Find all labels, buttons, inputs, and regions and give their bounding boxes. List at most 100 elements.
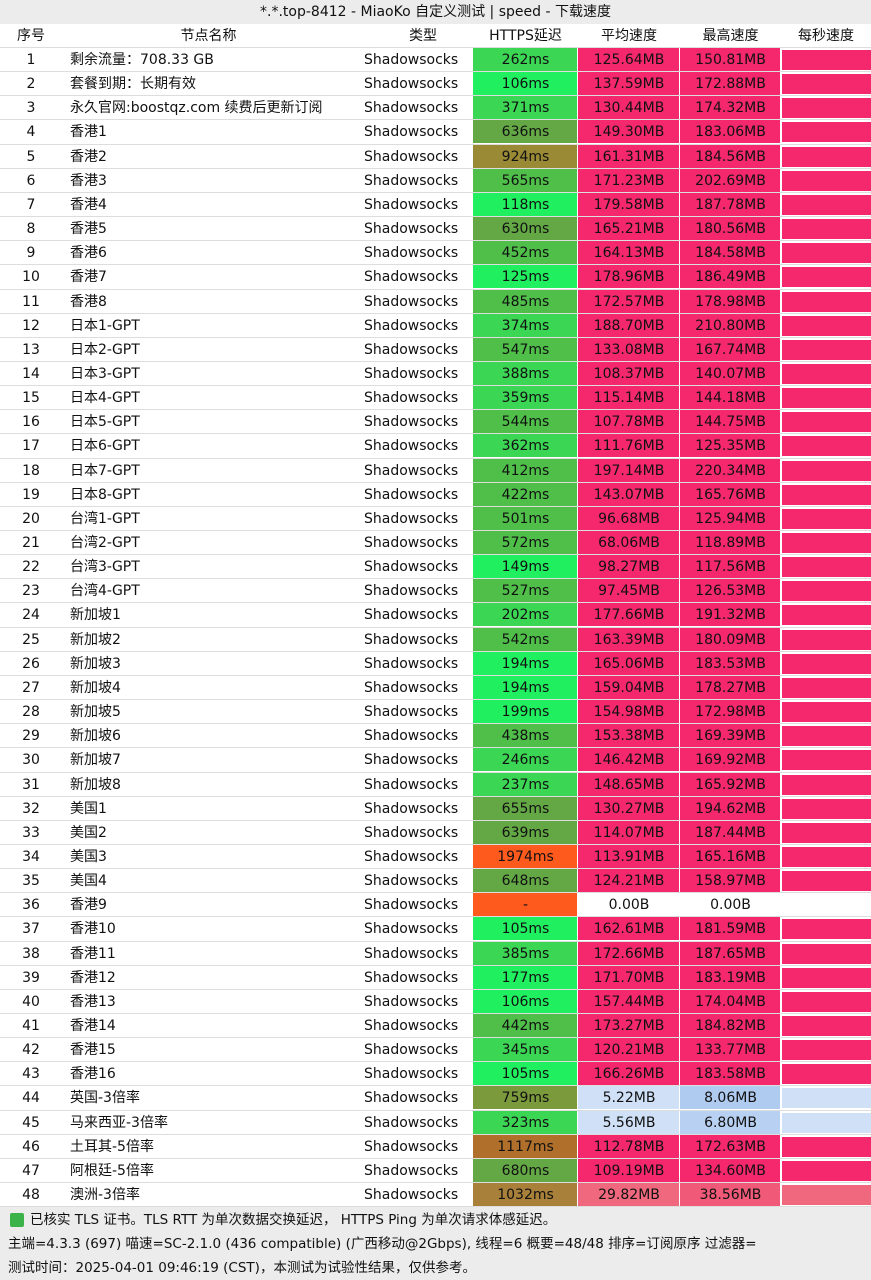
- row-line: [0, 868, 871, 870]
- cell-bg: [578, 72, 679, 96]
- table-cell: 169.39MB: [695, 728, 766, 745]
- cell-bg: [473, 579, 577, 603]
- header-cell: 最高速度: [702, 28, 759, 44]
- table-cell: 345ms: [501, 1042, 550, 1059]
- table-cell: 日本4-GPT: [70, 390, 140, 407]
- speed-graph: [782, 484, 871, 505]
- table-cell: 香港8: [70, 293, 107, 310]
- row-line: [0, 916, 871, 918]
- speed-graph: [782, 629, 871, 650]
- table-cell: 262ms: [501, 52, 550, 68]
- table-cell: 1117ms: [497, 1138, 554, 1155]
- table-cell: 112.78MB: [593, 1138, 665, 1155]
- cell-bg: [473, 482, 577, 506]
- speed-graph: [782, 339, 871, 360]
- cell-bg: [473, 941, 577, 965]
- table-cell: 1: [26, 52, 36, 68]
- table-cell: 172.57MB: [593, 293, 665, 310]
- table-cell: 33: [22, 824, 40, 841]
- cell-bg: [473, 820, 577, 844]
- row-line: [0, 505, 871, 507]
- cell-bg: [578, 386, 679, 410]
- table-cell: 5.22MB: [602, 1090, 656, 1107]
- cell-bg: [473, 869, 577, 893]
- cell-bg: [578, 796, 679, 820]
- table-cell: 159.04MB: [593, 679, 665, 696]
- table-cell: 422ms: [501, 486, 550, 503]
- table-cell: 150.81MB: [695, 52, 766, 68]
- table-cell: 1974ms: [497, 848, 554, 865]
- cell-bg: [473, 1134, 577, 1158]
- row-line: [0, 940, 871, 942]
- cell-bg: [680, 386, 780, 410]
- cell-bg: [578, 192, 679, 216]
- cell-bg: [578, 144, 679, 168]
- header-cell: 序号: [17, 28, 45, 44]
- table-cell: 3: [26, 100, 36, 117]
- table-cell: 172.88MB: [695, 76, 766, 93]
- table-cell: 137.59MB: [593, 76, 665, 93]
- table-cell: 187.78MB: [695, 196, 766, 213]
- table-cell: 680ms: [501, 1162, 550, 1179]
- row-line: [0, 674, 871, 676]
- cell-bg: [680, 941, 780, 965]
- cell-bg: [473, 772, 577, 796]
- table-cell: 日本8-GPT: [70, 486, 140, 503]
- table-cell: 香港1: [70, 124, 107, 141]
- table-cell: Shadowsocks: [364, 148, 459, 165]
- table-cell: Shadowsocks: [364, 704, 459, 721]
- table-cell: 0.00B: [608, 897, 650, 914]
- table-cell: 183.53MB: [695, 655, 766, 672]
- cell-bg: [473, 217, 577, 241]
- cell-bg: [680, 265, 780, 289]
- table-cell: Shadowsocks: [364, 1090, 459, 1107]
- table-cell: 191.32MB: [695, 607, 766, 624]
- row-line: [0, 578, 871, 580]
- cell-bg: [680, 1014, 780, 1037]
- speed-graph: [782, 1040, 871, 1061]
- table-cell: 125.64MB: [593, 52, 665, 68]
- cell-bg: [473, 72, 577, 96]
- cell-bg: [680, 48, 780, 71]
- row-line: [0, 336, 871, 338]
- cell-bg: [473, 989, 577, 1013]
- table-cell: 台湾3-GPT: [70, 559, 140, 576]
- speed-graph: [782, 291, 871, 312]
- cell-bg: [473, 651, 577, 675]
- speed-graph: [782, 460, 871, 481]
- table-cell: 130.44MB: [593, 100, 665, 117]
- table-cell: 永久官网:boostqz.com 续费后更新订阅: [70, 100, 323, 117]
- speed-graph: [782, 315, 871, 336]
- cell-bg: [473, 361, 577, 385]
- cell-bg: [578, 48, 679, 71]
- speed-graph: [782, 74, 871, 95]
- table-cell: 96.68MB: [598, 510, 660, 527]
- table-cell: 美国3: [70, 848, 107, 865]
- table-cell: Shadowsocks: [364, 1066, 459, 1083]
- cell-bg: [578, 989, 679, 1013]
- table-cell: 165.76MB: [695, 486, 766, 503]
- table-cell: 30: [22, 752, 40, 769]
- table-cell: 16: [22, 414, 40, 431]
- table-cell: 香港14: [70, 1018, 116, 1034]
- cell-bg: [473, 700, 577, 724]
- table-cell: 40: [22, 993, 40, 1010]
- table-cell: 19: [22, 486, 40, 503]
- row-line: [0, 409, 871, 411]
- cell-bg: [578, 917, 679, 941]
- table-cell: 台湾1-GPT: [70, 510, 140, 527]
- table-cell: Shadowsocks: [364, 438, 459, 455]
- table-cell: 114.07MB: [593, 824, 665, 841]
- table-cell: 118.89MB: [695, 535, 766, 551]
- table-cell: 125.94MB: [695, 510, 766, 527]
- cell-bg: [578, 289, 679, 313]
- check-icon: [10, 1213, 24, 1227]
- table-cell: 452ms: [501, 245, 550, 262]
- speed-graph: [782, 146, 871, 167]
- cell-bg: [578, 361, 679, 385]
- cell-bg: [578, 748, 679, 772]
- cell-bg: [578, 651, 679, 675]
- table-cell: Shadowsocks: [364, 510, 459, 527]
- cell-bg: [473, 144, 577, 168]
- table-cell: 香港16: [70, 1066, 116, 1083]
